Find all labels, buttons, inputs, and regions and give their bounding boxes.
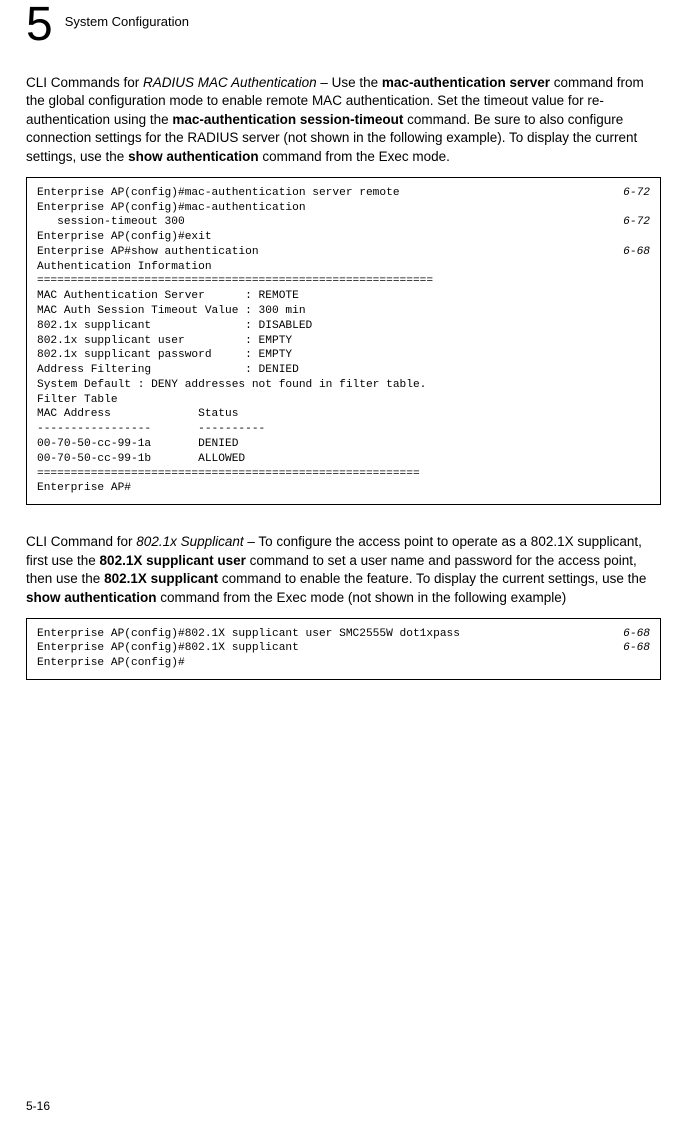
para-text: CLI Command for xyxy=(26,534,136,549)
page-ref: 6-68 xyxy=(623,245,650,260)
para-text: CLI Commands for xyxy=(26,75,143,90)
cmd-show-auth: show authentication xyxy=(26,590,157,605)
cli-line: System Default : DENY addresses not foun… xyxy=(37,378,650,393)
cli-output-mac-auth: Enterprise AP(config)#mac-authentication… xyxy=(26,177,661,505)
cli-line: MAC Authentication Server : REMOTE xyxy=(37,289,650,304)
cli-line: 00-70-50-cc-99-1b ALLOWED xyxy=(37,452,650,467)
term-radius-mac: RADIUS MAC Authentication xyxy=(143,75,317,90)
para-radius-mac-auth: CLI Commands for RADIUS MAC Authenticati… xyxy=(26,74,661,167)
cmd-show-auth: show authentication xyxy=(128,149,259,164)
page-header: 5 System Configuration xyxy=(26,8,661,42)
cli-line: Enterprise AP# xyxy=(37,481,650,496)
cli-line: MAC Address Status xyxy=(37,407,650,422)
page-ref: 6-68 xyxy=(623,641,650,656)
page-ref: 6-68 xyxy=(623,627,650,642)
chapter-number: 5 xyxy=(26,8,51,42)
para-supplicant: CLI Command for 802.1x Supplicant – To c… xyxy=(26,533,661,608)
page-ref: 6-72 xyxy=(623,215,650,230)
cli-line: Enterprise AP#show authentication xyxy=(37,246,259,258)
cmd-supplicant: 802.1X supplicant xyxy=(104,571,218,586)
cli-line: Address Filtering : DENIED xyxy=(37,363,650,378)
cli-line: MAC Auth Session Timeout Value : 300 min xyxy=(37,304,650,319)
cli-line: Enterprise AP(config)#mac-authentication xyxy=(37,201,650,216)
para-text: command from the Exec mode. xyxy=(259,149,450,164)
cli-line: Enterprise AP(config)#exit xyxy=(37,230,650,245)
cmd-supplicant-user: 802.1X supplicant user xyxy=(100,553,246,568)
cli-line: Filter Table xyxy=(37,393,650,408)
cli-line: 00-70-50-cc-99-1a DENIED xyxy=(37,437,650,452)
cli-line: ========================================… xyxy=(37,274,650,289)
cli-line: Enterprise AP(config)#802.1X supplicant … xyxy=(37,628,460,640)
cli-line: Enterprise AP(config)# xyxy=(37,656,650,671)
cli-line: Enterprise AP(config)#mac-authentication… xyxy=(37,187,400,199)
cli-line: ========================================… xyxy=(37,467,650,482)
cli-line: 802.1x supplicant user : EMPTY xyxy=(37,334,650,349)
cli-line: Enterprise AP(config)#802.1X supplicant xyxy=(37,642,299,654)
page-ref: 6-72 xyxy=(623,186,650,201)
cli-output-supplicant: Enterprise AP(config)#802.1X supplicant … xyxy=(26,618,661,680)
cli-line: Authentication Information xyxy=(37,260,650,275)
term-8021x-supplicant: 802.1x Supplicant xyxy=(136,534,243,549)
chapter-title: System Configuration xyxy=(65,14,189,29)
cmd-mac-auth-server: mac-authentication server xyxy=(382,75,550,90)
cli-line: 802.1x supplicant password : EMPTY xyxy=(37,348,650,363)
cli-line: session-timeout 300 xyxy=(37,216,185,228)
cmd-mac-auth-timeout: mac-authentication session-timeout xyxy=(172,112,403,127)
para-text: command from the Exec mode (not shown in… xyxy=(157,590,567,605)
cli-line: ----------------- ---------- xyxy=(37,422,650,437)
page-number: 5-16 xyxy=(26,1099,50,1113)
cli-line: 802.1x supplicant : DISABLED xyxy=(37,319,650,334)
para-text: – Use the xyxy=(317,75,382,90)
para-text: command to enable the feature. To displa… xyxy=(218,571,646,586)
